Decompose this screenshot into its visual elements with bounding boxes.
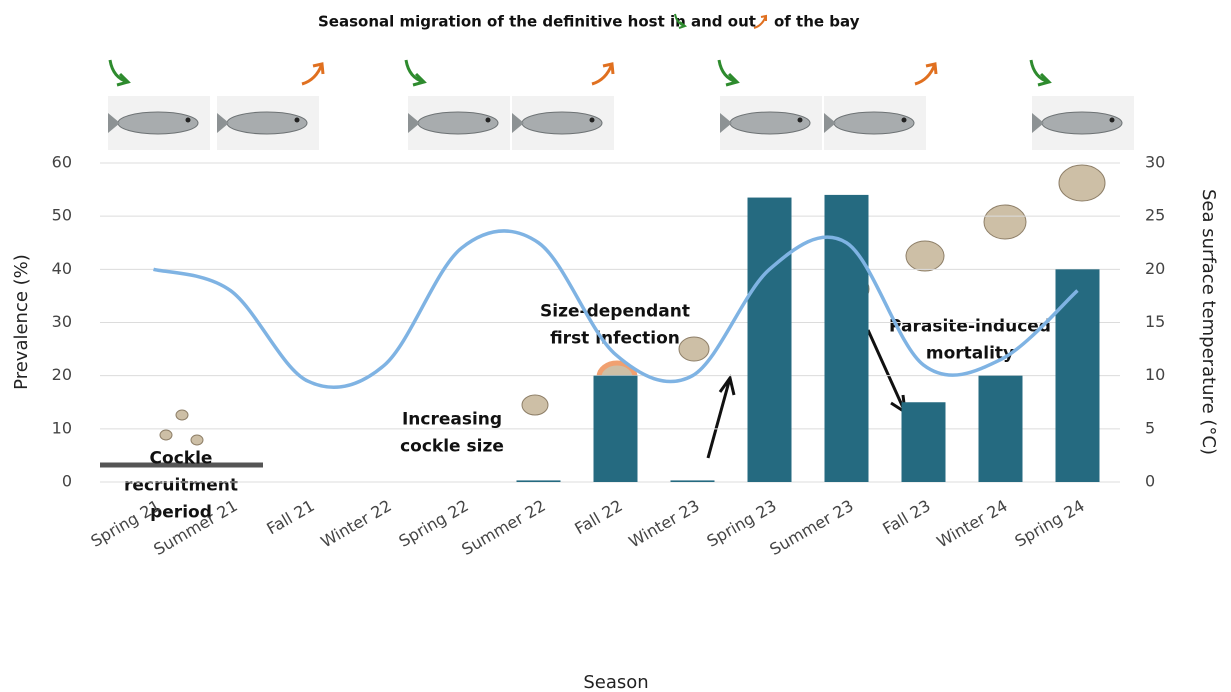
y-tick-label: 20 bbox=[52, 365, 72, 384]
y-tick-label: 0 bbox=[62, 472, 72, 491]
x-tick-label: Summer 23 bbox=[766, 496, 856, 559]
title-part: of the bay bbox=[774, 13, 860, 31]
fish-tail bbox=[108, 113, 120, 133]
title-part: Seasonal migration of the definitive hos… bbox=[318, 13, 686, 31]
bar bbox=[978, 375, 1023, 482]
bar bbox=[516, 480, 561, 482]
arrow-icon bbox=[674, 13, 688, 29]
fish-tail bbox=[408, 113, 420, 133]
title: Seasonal migration of the definitive hos… bbox=[318, 13, 860, 31]
x-tick-label: Winter 24 bbox=[934, 496, 1011, 552]
annotation-arrows bbox=[706, 329, 907, 459]
y2-axis-title: Sea surface temperature (°C) bbox=[1198, 189, 1219, 455]
y-tick-label: 50 bbox=[52, 206, 72, 225]
fish-tail bbox=[1032, 113, 1044, 133]
temperature-line bbox=[153, 229, 1079, 389]
x-tick-label: Winter 23 bbox=[626, 496, 703, 552]
bar bbox=[901, 402, 946, 482]
annotation: Cockle recruitment period bbox=[124, 449, 238, 523]
y2-tick-label: 30 bbox=[1145, 153, 1165, 172]
fish-body bbox=[226, 111, 308, 135]
fish-eye bbox=[294, 117, 300, 123]
fish-body bbox=[1041, 111, 1123, 135]
y2-tick-label: 5 bbox=[1145, 418, 1155, 437]
y2-tick-label: 25 bbox=[1145, 206, 1165, 225]
y2-tick-label: 0 bbox=[1145, 472, 1155, 491]
fish-body bbox=[833, 111, 915, 135]
migration-in bbox=[717, 59, 740, 87]
fish-tail bbox=[720, 113, 732, 133]
y2-tick-label: 15 bbox=[1145, 312, 1165, 331]
fish-eye bbox=[797, 117, 803, 123]
y2-tick-label: 10 bbox=[1145, 365, 1165, 384]
annotation: Increasing cockle size bbox=[400, 410, 504, 457]
migration-out bbox=[914, 62, 938, 86]
bar bbox=[747, 197, 792, 482]
arrow-icon bbox=[753, 14, 767, 29]
annotation: Size-dependant first infection bbox=[540, 302, 690, 349]
bar bbox=[1055, 269, 1100, 482]
fish-eye bbox=[485, 117, 491, 123]
migration-in bbox=[108, 59, 131, 87]
fish-body bbox=[729, 111, 811, 135]
x-tick-label: Fall 23 bbox=[879, 496, 933, 538]
x-tick-label: Summer 22 bbox=[458, 496, 548, 559]
annotation: Parasite-induced mortality bbox=[889, 317, 1051, 364]
bar bbox=[593, 375, 638, 482]
fish-tail bbox=[217, 113, 229, 133]
fish-body bbox=[117, 111, 199, 135]
migration-out bbox=[591, 62, 615, 86]
fish-icons bbox=[108, 59, 1134, 150]
bar bbox=[670, 480, 715, 482]
y-axis-title: Prevalence (%) bbox=[11, 254, 32, 390]
y-tick-label: 30 bbox=[52, 312, 72, 331]
y-tick-label: 40 bbox=[52, 259, 72, 278]
y2-tick-label: 20 bbox=[1145, 259, 1165, 278]
x-tick-label: Winter 22 bbox=[318, 496, 395, 552]
fish-body bbox=[417, 111, 499, 135]
x-axis-title: Season bbox=[583, 672, 648, 692]
title-part: and out bbox=[691, 13, 756, 31]
x-tick-label: Fall 22 bbox=[571, 496, 625, 538]
fish-body bbox=[521, 111, 603, 135]
x-tick-label: Fall 21 bbox=[263, 496, 317, 538]
fish-tail bbox=[824, 113, 836, 133]
x-tick-label: Spring 24 bbox=[1011, 496, 1087, 551]
migration-in bbox=[404, 59, 427, 87]
migration-in bbox=[1029, 59, 1052, 87]
fish-eye bbox=[1109, 117, 1115, 123]
fish-eye bbox=[589, 117, 595, 123]
y-tick-label: 60 bbox=[52, 153, 72, 172]
fish-eye bbox=[901, 117, 907, 123]
fish-tail bbox=[512, 113, 524, 133]
y-tick-label: 10 bbox=[52, 418, 72, 437]
migration-out bbox=[301, 62, 325, 86]
fish-eye bbox=[185, 117, 191, 123]
